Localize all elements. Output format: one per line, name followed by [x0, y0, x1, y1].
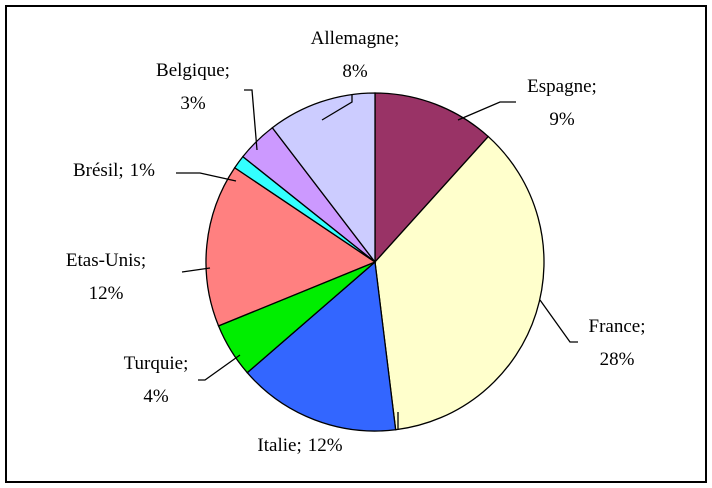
label-name: Allemagne; [311, 28, 400, 49]
label-value: 12% [89, 283, 124, 304]
data-label: Etas-Unis; 12% [66, 250, 146, 304]
label-value: 1% [130, 160, 156, 181]
label-name: Brésil; [73, 160, 124, 181]
data-label: Turquie; 4% [124, 353, 189, 407]
label-name: France; [589, 316, 646, 337]
label-name: Italie; [257, 435, 301, 456]
label-name: Etas-Unis; [66, 250, 146, 271]
data-label: Brésil; 1% [73, 160, 155, 181]
label-name: Espagne; [527, 76, 597, 97]
data-label: Belgique; 3% [156, 60, 230, 114]
label-value: 28% [600, 349, 635, 370]
label-value: 8% [342, 61, 368, 82]
pie-slice [374, 135, 545, 431]
leader-line [176, 172, 237, 182]
data-label: Italie; 12% [257, 435, 342, 456]
data-label: France; 28% [589, 316, 646, 370]
leader-line [457, 101, 516, 121]
pie-slice [271, 92, 376, 264]
label-name: Turquie; [124, 353, 189, 374]
leader-line [539, 299, 578, 343]
label-value: 3% [180, 93, 206, 114]
label-name: Belgique; [156, 60, 230, 81]
label-value: 12% [308, 435, 343, 456]
leader-line [321, 94, 353, 121]
pie-slice [374, 92, 490, 264]
label-value: 9% [549, 109, 575, 130]
data-label: Allemagne; 8% [311, 28, 400, 82]
leader-line [181, 267, 211, 273]
pie-slice [246, 260, 397, 432]
label-value: 4% [143, 386, 169, 407]
leader-line [198, 354, 241, 381]
data-label: Espagne; 9% [527, 76, 597, 130]
leader-line [244, 89, 258, 151]
